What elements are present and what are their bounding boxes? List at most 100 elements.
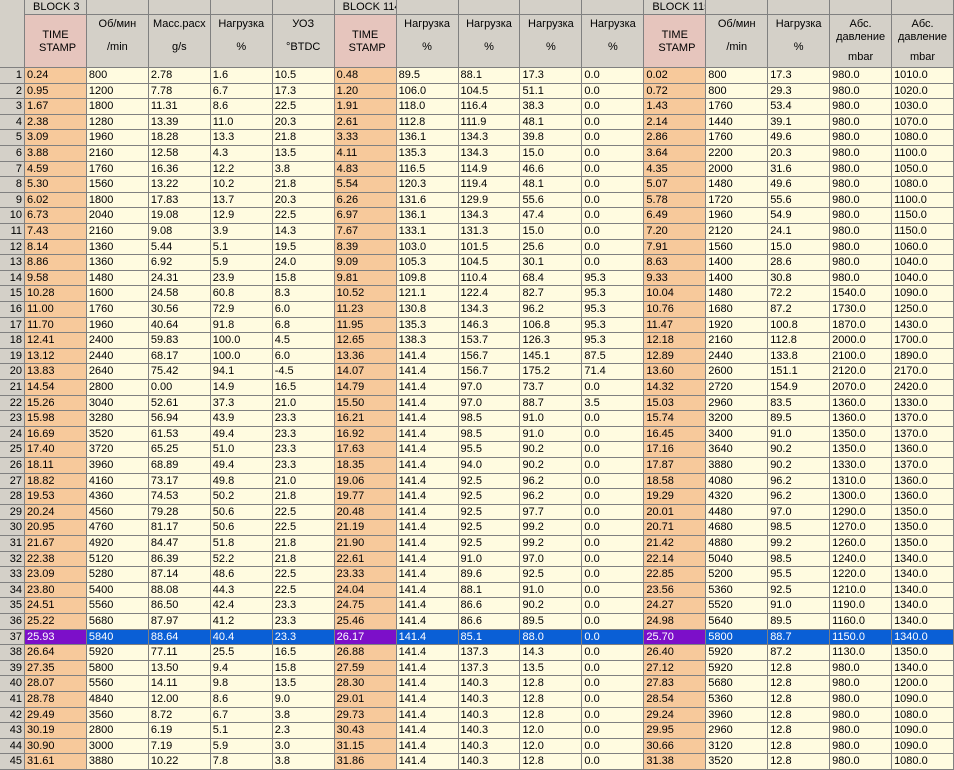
column-header[interactable]: Об/мин/min	[86, 15, 149, 68]
cell: 980.0	[830, 208, 893, 224]
cell: 1800	[86, 192, 149, 209]
cell: 980.0	[830, 99, 893, 115]
cell: 1260.0	[830, 536, 893, 552]
cell: 30.90	[25, 738, 87, 755]
cell: 0.0	[582, 208, 645, 224]
row-number: 28	[0, 489, 25, 505]
cell: 120.3	[396, 177, 459, 193]
cell: 21.19	[334, 520, 397, 536]
cell: 4320	[706, 489, 769, 505]
cell: 92.5	[458, 473, 521, 490]
column-header[interactable]: TIME STAMP	[644, 15, 707, 68]
column-header[interactable]: Масс.расх g/s	[148, 15, 211, 68]
cell: 0.0	[582, 489, 645, 505]
cell: 131.6	[396, 192, 459, 209]
cell: 23.3	[272, 614, 335, 630]
column-unit: /min	[726, 41, 748, 53]
cell: 1150.0	[892, 208, 954, 224]
cell: 94.1	[210, 364, 273, 380]
cell: 87.14	[148, 567, 211, 583]
cell: 27.59	[334, 660, 397, 677]
cell: 1080.0	[892, 754, 954, 770]
cell: 5560	[86, 598, 149, 614]
cell: 136.1	[396, 130, 459, 146]
cell: 8.3	[272, 286, 335, 302]
column-unit: %	[607, 41, 618, 53]
cell: 2960	[706, 723, 769, 739]
cell: 81.17	[148, 520, 211, 536]
cell: 28.78	[25, 692, 87, 708]
cell: 3.09	[25, 130, 87, 146]
column-header[interactable]: Нагрузка%	[458, 15, 521, 68]
row-number: 11	[0, 224, 25, 240]
column-header[interactable]: Абс. давление mbar	[830, 15, 893, 68]
cell: 134.3	[458, 208, 521, 224]
row-number: 32	[0, 551, 25, 568]
cell: 47.4	[520, 208, 583, 224]
column-header[interactable]: УОЗ °BTDC	[272, 15, 335, 68]
cell: 4.3	[210, 146, 273, 162]
cell: 13.36	[334, 348, 397, 365]
cell: 104.5	[458, 255, 521, 271]
cell: 99.2	[520, 536, 583, 552]
cell: 61.53	[148, 426, 211, 443]
cell: 4080	[706, 473, 769, 490]
cell: 0.0	[582, 68, 645, 84]
cell: 0.0	[582, 504, 645, 521]
cell: 2960	[706, 395, 769, 412]
column-header[interactable]: Об/мин/min	[706, 15, 769, 68]
cell: 2.38	[25, 114, 87, 131]
cell: 0.0	[582, 255, 645, 271]
cell: 2440	[706, 348, 769, 365]
cell: 12.9	[210, 208, 273, 224]
cell: 86.50	[148, 598, 211, 614]
cell: 6.26	[334, 192, 397, 209]
cell: 74.53	[148, 489, 211, 505]
cell: 15.74	[644, 411, 707, 427]
row-number: 16	[0, 302, 25, 318]
cell: 12.65	[334, 333, 397, 349]
column-header[interactable]: TIME STAMP	[25, 15, 87, 68]
cell: 1360.0	[892, 473, 954, 490]
column-header[interactable]: Нагрузка%	[210, 15, 273, 68]
column-header[interactable]: Нагрузка%	[396, 15, 459, 68]
column-name: Нагрузка	[218, 18, 265, 30]
cell: 1210.0	[830, 582, 893, 599]
cell: 23.3	[272, 629, 335, 646]
cell: 0.0	[582, 458, 645, 474]
column-header[interactable]: Абс. давление mbar	[892, 15, 954, 68]
cell: 12.8	[768, 676, 831, 692]
cell: 5.30	[25, 177, 87, 193]
cell: 38.3	[520, 99, 583, 115]
cell: 1.43	[644, 99, 707, 115]
cell: 2120.0	[830, 364, 893, 380]
cell: 4680	[706, 520, 769, 536]
cell: 4.59	[25, 161, 87, 178]
column-header[interactable]: Нагрузка%	[582, 15, 645, 68]
cell: 8.14	[25, 239, 87, 256]
cell: 0.0	[582, 426, 645, 443]
cell: 1340.0	[892, 567, 954, 583]
cell: 12.8	[768, 723, 831, 739]
column-header[interactable]: TIME STAMP	[334, 15, 397, 68]
cell: 92.5	[458, 536, 521, 552]
cell: 2000.0	[830, 333, 893, 349]
cell: 85.1	[458, 629, 521, 646]
cell: 88.1	[458, 582, 521, 599]
cell: 95.3	[582, 270, 645, 287]
column-unit: mbar	[909, 51, 936, 63]
cell: 114.9	[458, 161, 521, 178]
cell: 118.0	[396, 99, 459, 115]
cell: 1700.0	[892, 333, 954, 349]
row-number: 17	[0, 317, 25, 334]
cell: 12.41	[25, 333, 87, 349]
cell: 116.4	[458, 99, 521, 115]
cell: 24.1	[768, 224, 831, 240]
column-header[interactable]: Нагрузка%	[520, 15, 583, 68]
cell: 18.58	[644, 473, 707, 490]
cell: 0.0	[582, 380, 645, 396]
cell: 15.03	[644, 395, 707, 412]
cell: 87.5	[582, 348, 645, 365]
cell: 48.1	[520, 114, 583, 131]
column-header[interactable]: Нагрузка%	[768, 15, 831, 68]
